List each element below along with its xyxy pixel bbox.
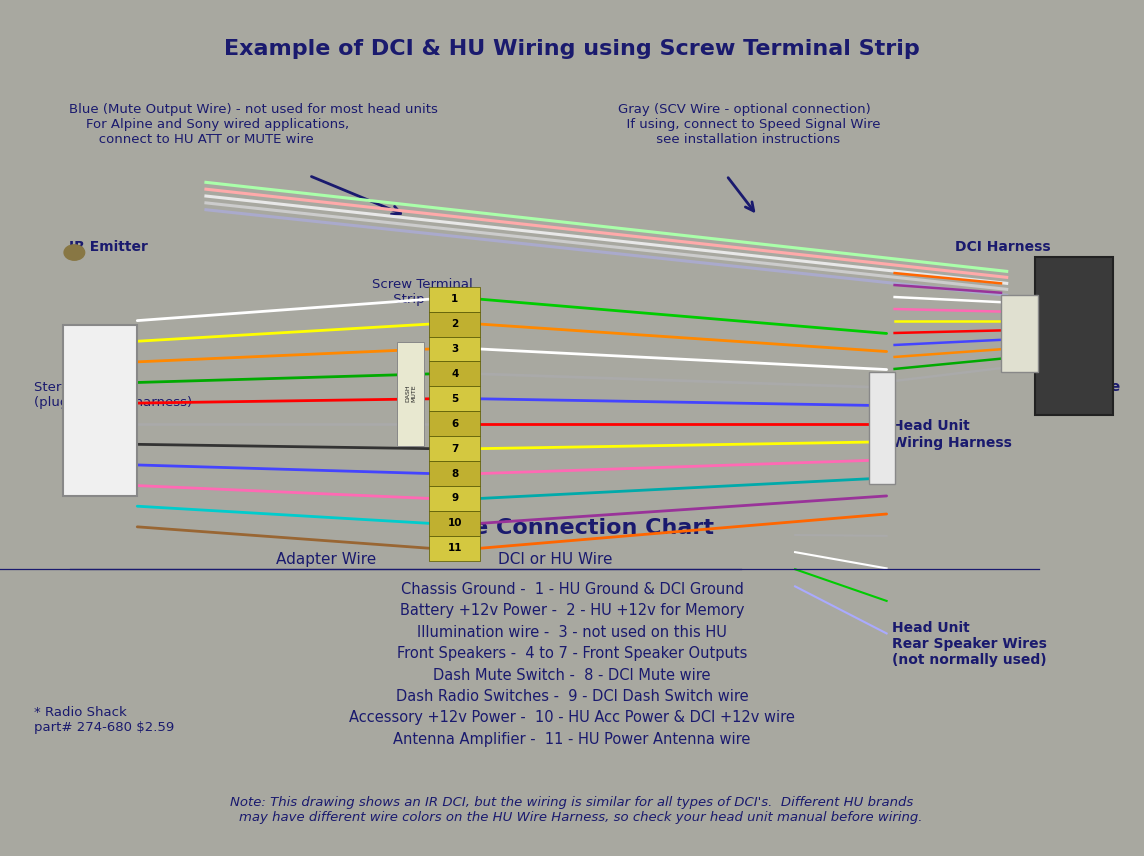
Bar <box>429 486 480 511</box>
Text: DCI
Module: DCI Module <box>1064 364 1121 394</box>
Text: Wire Connection Chart: Wire Connection Chart <box>430 518 714 538</box>
Circle shape <box>64 245 85 260</box>
Bar <box>1001 295 1038 372</box>
Bar <box>429 361 480 386</box>
Bar <box>429 287 480 312</box>
Text: Gray (SCV Wire - optional connection)
  If using, connect to Speed Signal Wire
 : Gray (SCV Wire - optional connection) If… <box>618 103 880 146</box>
Text: 3: 3 <box>451 344 459 354</box>
Text: Antenna Amplifier -  11 - HU Power Antenna wire: Antenna Amplifier - 11 - HU Power Antenn… <box>394 732 750 747</box>
Text: * Radio Shack
part# 274-680 $2.59: * Radio Shack part# 274-680 $2.59 <box>34 706 175 734</box>
Text: Accessory +12v Power -  10 - HU Acc Power & DCI +12v wire: Accessory +12v Power - 10 - HU Acc Power… <box>349 710 795 726</box>
Bar <box>429 461 480 486</box>
Text: DCI or HU Wire: DCI or HU Wire <box>498 552 612 568</box>
Bar <box>1035 257 1113 415</box>
Text: 7: 7 <box>451 443 459 454</box>
Text: 10: 10 <box>447 519 462 528</box>
Text: Head Unit
Rear Speaker Wires
(not normally used): Head Unit Rear Speaker Wires (not normal… <box>892 621 1047 667</box>
Text: DCI Harness: DCI Harness <box>955 240 1051 253</box>
Bar <box>429 411 480 437</box>
Bar <box>429 312 480 336</box>
Bar <box>429 511 480 536</box>
Text: Blue (Mute Output Wire) - not used for most head units
    For Alpine and Sony w: Blue (Mute Output Wire) - not used for m… <box>69 103 437 146</box>
Text: 2: 2 <box>451 319 459 329</box>
Text: Illumination wire -  3 - not used on this HU: Illumination wire - 3 - not used on this… <box>418 625 726 640</box>
Text: Battery +12v Power -  2 - HU +12v for Memory: Battery +12v Power - 2 - HU +12v for Mem… <box>399 603 745 619</box>
Text: 11: 11 <box>447 544 462 553</box>
Text: 6: 6 <box>451 419 459 429</box>
Text: Adapter Wire: Adapter Wire <box>276 552 376 568</box>
Bar <box>869 372 895 484</box>
Text: 1: 1 <box>451 294 459 304</box>
Text: IR Emitter: IR Emitter <box>69 240 148 253</box>
Text: Stereo Adapter
(plugs into car harness): Stereo Adapter (plugs into car harness) <box>34 381 192 409</box>
Bar <box>429 386 480 411</box>
Text: 5: 5 <box>451 394 459 404</box>
Bar <box>63 325 137 496</box>
Text: Note: This drawing shows an IR DCI, but the wiring is similar for all types of D: Note: This drawing shows an IR DCI, but … <box>222 796 922 824</box>
Bar <box>429 336 480 361</box>
Bar <box>429 536 480 561</box>
Text: Dash Mute Switch -  8 - DCI Mute wire: Dash Mute Switch - 8 - DCI Mute wire <box>434 668 710 683</box>
Text: 4: 4 <box>451 369 459 379</box>
Text: Dash Radio Switches -  9 - DCI Dash Switch wire: Dash Radio Switches - 9 - DCI Dash Switc… <box>396 689 748 704</box>
Text: Head Unit
Wiring Harness: Head Unit Wiring Harness <box>892 419 1012 449</box>
Text: Front Speakers -  4 to 7 - Front Speaker Outputs: Front Speakers - 4 to 7 - Front Speaker … <box>397 646 747 662</box>
Text: Chassis Ground -  1 - HU Ground & DCI Ground: Chassis Ground - 1 - HU Ground & DCI Gro… <box>400 582 744 597</box>
Bar <box>397 342 424 446</box>
Text: DASH
MUTE: DASH MUTE <box>405 385 416 402</box>
Text: 8: 8 <box>451 468 459 479</box>
Text: Example of DCI & HU Wiring using Screw Terminal Strip: Example of DCI & HU Wiring using Screw T… <box>224 39 920 58</box>
Text: 9: 9 <box>451 493 459 503</box>
Bar <box>429 437 480 461</box>
Text: Screw Terminal
     Strip *: Screw Terminal Strip * <box>372 278 472 306</box>
